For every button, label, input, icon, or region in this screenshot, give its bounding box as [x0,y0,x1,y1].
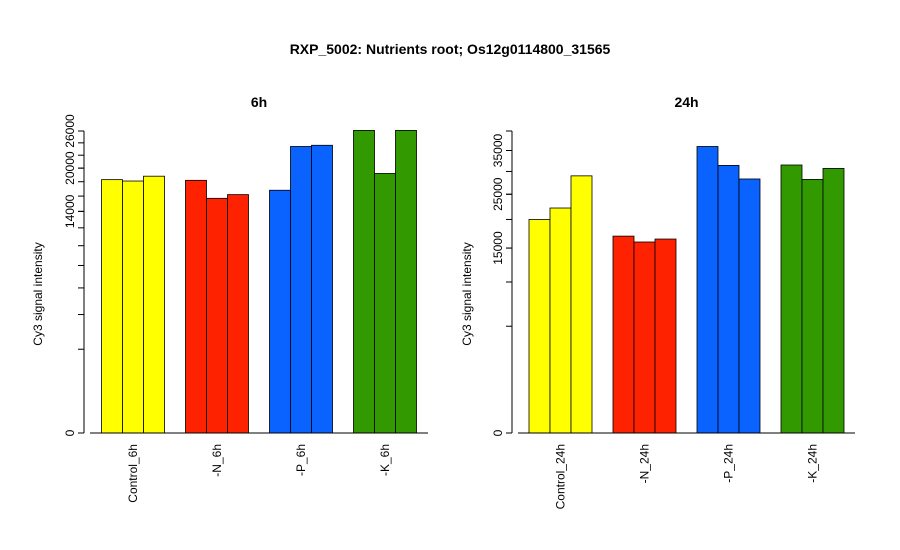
x-tick-label: -K_24h [806,444,820,483]
bar [311,144,333,434]
y-tick-label: 0 [491,429,505,436]
x-tick-label: Control_24h [554,444,568,509]
bar [633,241,656,434]
x-tick-label: -P_6h [294,444,308,476]
y-tick-label: 15000 [491,231,505,265]
chart-panel: 6h Control_6h -N_6h -P_6h -K_6h 0 14000 20000 26… [31,94,428,503]
bar [227,194,249,434]
y-tick-label: 0 [63,429,77,436]
y-tick-label: 14000 [63,194,77,228]
y-tick-label: 20000 [63,151,77,185]
y-tick-label: 35000 [491,133,505,167]
bar [696,146,719,434]
x-tick-label: -N_24h [638,444,652,483]
bar [780,164,803,434]
x-tick-label: -K_6h [378,444,392,476]
bar [717,165,740,434]
panel-title: 6h [251,94,267,110]
x-tick-label: Control_6h [126,444,140,503]
bar [822,168,845,434]
bar [528,219,551,434]
y-tick-label: 26000 [63,114,77,148]
x-tick-label: -P_24h [722,444,736,483]
bar [353,130,375,434]
bar [374,173,396,434]
x-tick-label: -N_6h [210,444,224,477]
bar [206,197,228,434]
bar [801,179,824,434]
bar [185,179,207,434]
bar [395,130,417,434]
chart-panels: 6h Control_6h -N_6h -P_6h -K_6h 0 14000 20000 26… [31,94,855,509]
panel-title: 24h [674,94,698,110]
figure-title: RXP_5002: Nutrients root; Os12g0114800_3… [290,41,611,57]
bar [738,178,761,434]
bar [654,238,677,434]
bar [570,175,593,434]
y-tick-label: 25000 [491,177,505,211]
bar [549,207,572,434]
bar [612,235,635,434]
y-axis-label: Cy3 signal intensity [31,242,45,345]
bar [143,175,165,434]
bar [122,180,144,434]
y-axis-label: Cy3 signal intensity [460,242,474,345]
bar [290,146,312,434]
bar [269,189,291,434]
chart-panel: 24h Control_24h -N_24h -P_24h -K_24h 0 15000 25… [460,94,855,509]
bar [101,179,123,434]
